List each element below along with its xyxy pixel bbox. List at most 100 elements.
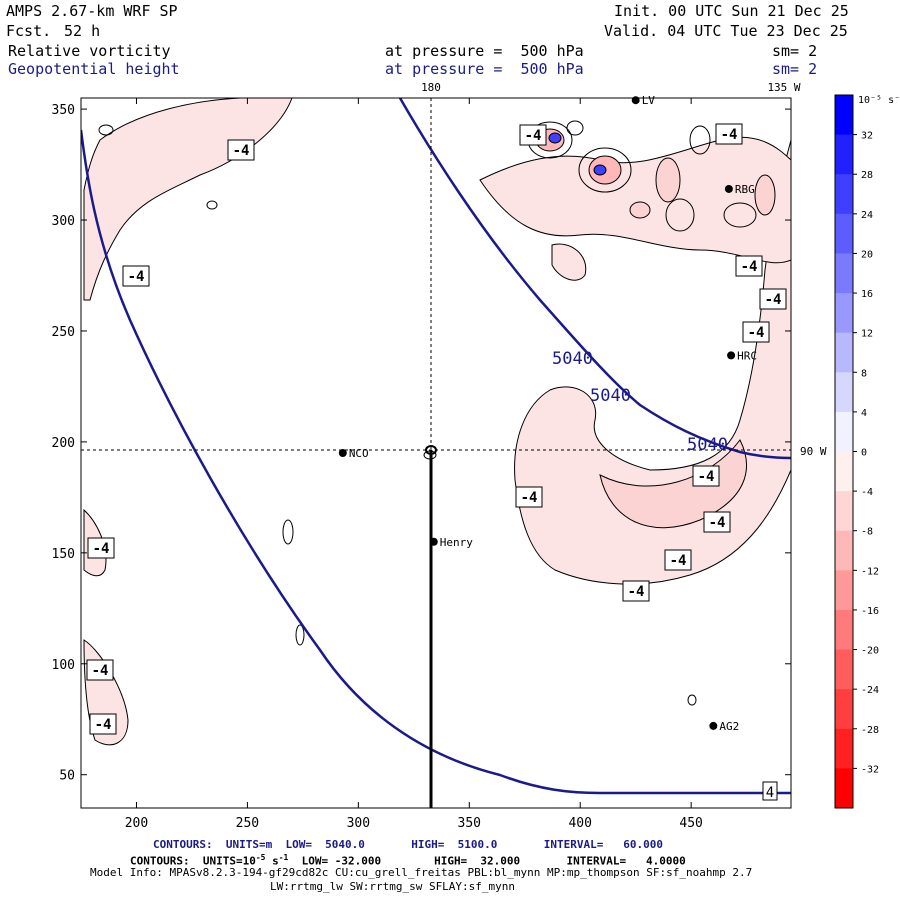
colorbar-tick-label: 32 <box>861 131 873 142</box>
vort-label: -4 <box>735 255 763 277</box>
colorbar-swatch <box>835 134 853 175</box>
colorbar-tick-label: -16 <box>861 606 879 617</box>
map-figure: -4 -4 -4 -4 -4 -4 -4 -4 -4 -4 -4 -4 -4 -… <box>52 81 900 831</box>
x-tick-label: 200 <box>125 816 148 831</box>
colorbar-swatch <box>835 213 853 254</box>
colorbar-swatch <box>835 728 853 769</box>
height-label-boxed: 4 <box>762 781 778 801</box>
svg-text:-4: -4 <box>93 541 110 557</box>
vort-region-inner-arc <box>599 439 747 529</box>
vort-label: -4 <box>122 265 150 287</box>
colorbar-swatch <box>835 293 853 334</box>
meridian-label-90w: 90 W <box>800 445 827 458</box>
colorbar-tick-label: -20 <box>861 646 879 657</box>
valid-time: Valid. 04 UTC Tue 23 Dec 25 <box>604 22 848 40</box>
vort-label: -4 <box>87 537 115 559</box>
colorbar-tick-label: 24 <box>861 210 873 221</box>
x-tick-label: 250 <box>236 816 259 831</box>
forecast-label: Fcst. <box>6 22 52 40</box>
vort-label: -4 <box>692 465 720 487</box>
x-tick-label: 350 <box>458 816 481 831</box>
svg-text:-4: -4 <box>628 584 645 600</box>
field2-level: at pressure = 500 hPa <box>385 60 584 78</box>
colorbar-swatch <box>835 649 853 690</box>
station-marker <box>724 184 733 193</box>
svg-text:-4: -4 <box>525 128 542 144</box>
station-marker <box>727 351 736 360</box>
colorbar: 32 28 24 20 16 12 8 4 0 -4 -8 -12 -16 -20 -24 -28 -32 <box>834 94 879 809</box>
colorbar-tick-label: 12 <box>861 329 873 340</box>
vort-contour-labels: -4 -4 -4 -4 -4 -4 -4 -4 -4 -4 -4 -4 -4 -… <box>86 123 787 735</box>
field1-level: at pressure = 500 hPa <box>385 42 584 60</box>
colorbar-swatch <box>835 174 853 215</box>
vort-contour-cluster <box>98 120 776 706</box>
colorbar-tick-label: 4 <box>861 408 867 419</box>
colorbar-tick-label: -12 <box>861 566 879 577</box>
svg-text:-4: -4 <box>721 127 738 143</box>
y-tick-label: 50 <box>59 769 75 784</box>
colorbar-tick-label: 8 <box>861 368 867 379</box>
field2-smooth: sm= 2 <box>772 60 818 78</box>
colorbar-swatch <box>835 768 853 809</box>
field1-smooth: sm= 2 <box>772 42 818 60</box>
colorbar-swatch <box>835 95 853 136</box>
height-label: 5040 <box>687 435 728 455</box>
colorbar-tick-label: -4 <box>861 487 873 498</box>
station-label: LV <box>642 94 656 107</box>
colorbar-swatch <box>835 530 853 571</box>
svg-text:-4: -4 <box>709 515 726 531</box>
y-tick-label: 150 <box>52 547 75 562</box>
station-label: HRC <box>737 349 757 362</box>
station-marker <box>429 537 438 546</box>
x-axis: 200 250 300 350 400 450 <box>125 98 703 831</box>
x-tick-label: 400 <box>568 816 591 831</box>
colorbar-swatch <box>835 411 853 452</box>
colorbar-swatch <box>835 570 853 611</box>
svg-text:-4: -4 <box>698 469 715 485</box>
height-contour-west <box>81 129 791 795</box>
vort-label: -4 <box>715 123 743 145</box>
station-label: NCO <box>349 447 369 460</box>
meridian-label-135w: 135 W <box>767 81 800 94</box>
vort-label: -4 <box>759 288 787 310</box>
station-label: AG2 <box>719 720 739 733</box>
vort-label: -4 <box>227 139 255 161</box>
colorbar-tick-label: 20 <box>861 249 873 260</box>
colorbar-swatch <box>835 689 853 730</box>
station-label: Henry <box>440 536 473 549</box>
svg-text:-4: -4 <box>521 490 538 506</box>
y-tick-label: 350 <box>52 103 75 118</box>
field2-name: Geopotential height <box>8 60 180 78</box>
field1-name: Relative vorticity <box>8 42 171 60</box>
colorbar-tick-label: -32 <box>861 764 879 775</box>
station-label: RBG <box>735 183 755 196</box>
vort-label: -4 <box>89 713 117 735</box>
colorbar-swatch <box>835 253 853 294</box>
colorbar-units: 10⁻⁵ s⁻¹ <box>858 95 900 106</box>
svg-text:-4: -4 <box>748 325 765 341</box>
colorbar-swatch <box>835 609 853 651</box>
height-contour-east <box>398 98 791 460</box>
vort-label: -4 <box>664 549 692 571</box>
svg-text:-4: -4 <box>670 553 687 569</box>
colorbar-tick-label: -8 <box>861 527 873 538</box>
height-label: 5040 <box>590 386 631 406</box>
y-tick-label: 200 <box>52 436 75 451</box>
colorbar-tick-label: 0 <box>861 448 867 459</box>
colorbar-swatch <box>835 332 853 373</box>
vort-label: -4 <box>742 321 770 343</box>
vort-label: -4 <box>703 511 731 533</box>
svg-text:-4: -4 <box>233 143 250 159</box>
x-tick-label: 300 <box>347 816 370 831</box>
colorbar-swatch <box>835 451 853 492</box>
plot-frame <box>80 97 792 809</box>
y-tick-label: 250 <box>52 325 75 340</box>
station-marker <box>709 721 718 730</box>
height-label-fragment: 4 <box>766 785 774 801</box>
svg-text:-4: -4 <box>95 717 112 733</box>
colorbar-swatch <box>835 491 853 532</box>
model-title: AMPS 2.67-km WRF SP <box>6 2 178 20</box>
forecast-hours: 52 h <box>64 22 101 40</box>
colorbar-swatch <box>835 372 853 413</box>
physics-info: LW:rrtmg_lw SW:rrtmg_sw SFLAY:sf_mynn <box>270 880 516 893</box>
